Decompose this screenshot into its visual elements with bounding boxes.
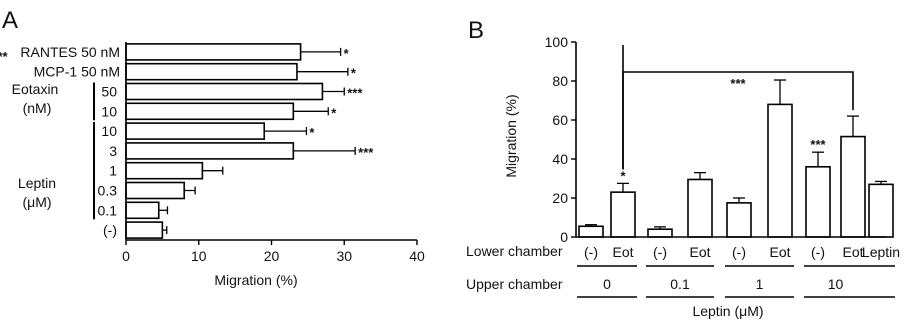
bar-a-8 xyxy=(125,201,160,220)
bar-a-3 xyxy=(125,102,295,121)
sig-a-3: * xyxy=(331,105,337,120)
sig-a-0: * xyxy=(344,46,350,61)
bar-b-1 xyxy=(610,191,636,238)
cat-a-0: RANTES 50 nM xyxy=(20,44,120,60)
lower-b-0: (-) xyxy=(584,244,598,260)
lower-b-8: Leptin xyxy=(862,244,900,260)
cat-a-6: 1 xyxy=(109,163,117,179)
panel-a-tick-labels: 0 10 20 30 40 xyxy=(122,240,425,264)
panel-a-error-bars xyxy=(158,47,356,235)
panel-a-xlabel: Migration (%) xyxy=(214,272,297,288)
bar-a-1 xyxy=(125,62,298,81)
bar-a-9 xyxy=(125,221,164,239)
cat-a-3: 10 xyxy=(101,103,117,119)
bar-b-4 xyxy=(726,202,752,238)
panel-b-upper-labels: 0 0.1 1 10 xyxy=(577,265,895,298)
panel-b-ylabel: Migration (%) xyxy=(503,94,519,177)
upper-value-0: 0 xyxy=(603,276,611,292)
cat-a-9: (-) xyxy=(103,222,117,238)
upper-value-1: 0.1 xyxy=(670,276,690,292)
cat-a-8: 0.1 xyxy=(98,202,118,218)
panel-a-x-tick-label: 10 xyxy=(191,248,207,264)
sig-a-4: * xyxy=(309,125,315,140)
bar-b-7 xyxy=(840,135,866,238)
cat-a-2: 50 xyxy=(101,84,117,100)
sig-b-1: * xyxy=(620,168,626,183)
bar-b-2 xyxy=(647,228,673,238)
panel-a-category-labels: RANTES 50 nM MCP-1 50 nM 50 10 10 3 1 0.3 0.1 (-) xyxy=(20,44,120,238)
group-leptin-label: Leptin xyxy=(18,175,56,191)
panel-b-y-tick-label: 40 xyxy=(552,151,568,167)
group-eotaxin-unit: (nM) xyxy=(23,100,52,116)
bar-b-3 xyxy=(687,178,713,238)
sig-b-6: *** xyxy=(810,137,826,152)
lower-b-4: (-) xyxy=(732,244,746,260)
panel-b-brackets: ****** xyxy=(0,45,854,170)
bracket-label-1: *** xyxy=(730,76,746,91)
bar-b-8 xyxy=(868,183,894,238)
cat-a-1: MCP-1 50 nM xyxy=(34,64,120,80)
bar-b-0 xyxy=(578,225,604,238)
panel-b-y-tick-label: 80 xyxy=(552,73,568,89)
sig-a-5: *** xyxy=(358,145,374,160)
panel-b-y-tick-label: 20 xyxy=(552,190,568,206)
panel-a-x-tick-label: 0 xyxy=(122,248,130,264)
bar-a-7 xyxy=(125,181,186,200)
panel-a-letter: A xyxy=(2,7,18,34)
lower-b-5: Eot xyxy=(769,244,790,260)
panel-b-letter: B xyxy=(468,17,484,44)
upper-chamber-label: Upper chamber xyxy=(466,276,563,292)
lower-b-1: Eot xyxy=(612,244,633,260)
panel-a-x-tick-label: 20 xyxy=(264,248,280,264)
lower-b-2: (-) xyxy=(653,244,667,260)
bar-b-6 xyxy=(805,166,831,238)
lower-chamber-label: Lower chamber xyxy=(466,243,563,259)
cat-a-5: 3 xyxy=(109,143,117,159)
group-leptin-unit: (μM) xyxy=(22,194,51,210)
cat-a-7: 0.3 xyxy=(98,183,118,199)
panel-a-group-labels: Eotaxin (nM) Leptin (μM) xyxy=(12,81,59,210)
lower-b-3: Eot xyxy=(689,244,710,260)
panel-a-x-tick-label: 40 xyxy=(409,248,425,264)
bar-a-5 xyxy=(125,142,295,160)
panel-b-tick-labels: 0 20 40 60 80 100 xyxy=(545,34,576,245)
bar-a-4 xyxy=(125,122,266,140)
bar-a-6 xyxy=(125,161,204,180)
panel-b-bottom-label: Leptin (μM) xyxy=(692,303,763,319)
panel-a-significance: ********** xyxy=(309,46,374,160)
group-eotaxin-label: Eotaxin xyxy=(12,81,59,97)
lower-b-7: Eot xyxy=(842,244,863,260)
panel-b-y-tick-label: 100 xyxy=(545,34,569,50)
bar-a-2 xyxy=(125,82,324,101)
sig-a-2: *** xyxy=(347,86,363,101)
bar-a-0 xyxy=(125,43,302,61)
panel-a-bars xyxy=(125,43,324,239)
panel-b-error-bars xyxy=(585,79,887,230)
bracket-label-0: *** xyxy=(0,49,9,64)
panel-b-y-tick-label: 0 xyxy=(560,229,568,245)
panel-a-x-tick-label: 30 xyxy=(336,248,352,264)
sig-a-1: * xyxy=(351,66,357,81)
bar-b-5 xyxy=(767,103,793,238)
upper-value-3: 10 xyxy=(828,276,844,292)
upper-value-2: 1 xyxy=(756,276,764,292)
lower-b-6: (-) xyxy=(811,244,825,260)
bracket-1 xyxy=(622,71,854,170)
panel-b-significance: **** xyxy=(620,137,826,183)
cat-a-4: 10 xyxy=(101,123,117,139)
panel-b-bars xyxy=(578,103,894,238)
panel-b-y-tick-label: 60 xyxy=(552,112,568,128)
